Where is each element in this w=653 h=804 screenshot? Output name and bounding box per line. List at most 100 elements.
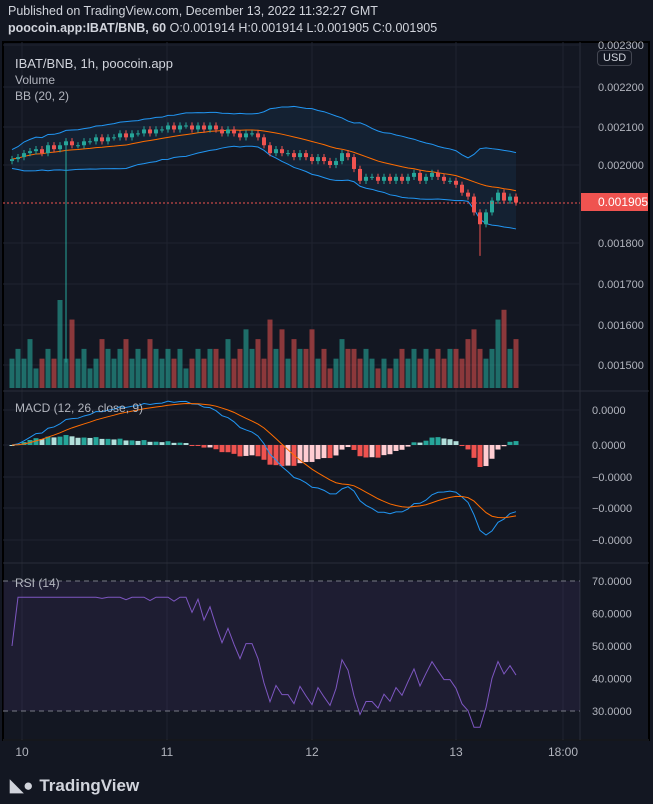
macd-histogram-bar — [375, 445, 381, 458]
macd-histogram-bar — [285, 445, 291, 466]
signal-line — [11, 402, 517, 519]
macd-histogram-bar — [513, 441, 519, 445]
volume-bar — [39, 358, 45, 388]
price-tick-label: 0.002200 — [598, 82, 644, 94]
candle-body — [280, 149, 284, 154]
macd-histogram-bar — [333, 445, 339, 456]
currency-button[interactable]: USD — [597, 50, 633, 66]
volume-bar — [123, 339, 129, 388]
volume-bar — [429, 358, 435, 388]
volume-bar — [87, 368, 93, 388]
macd-legend: MACD (12, 26, close, 9) — [15, 401, 144, 415]
volume-bar — [315, 358, 321, 388]
macd-histogram-bar — [483, 445, 489, 467]
volume-bar — [399, 348, 405, 388]
candle-body — [316, 157, 320, 162]
candle-body — [310, 157, 314, 162]
volume-bar — [27, 339, 33, 388]
macd-histogram-bar — [381, 445, 387, 456]
volume-bar — [417, 358, 423, 388]
candle-body — [244, 133, 248, 138]
volume-bar — [159, 358, 165, 388]
tradingview-logo[interactable]: ◣● TradingView — [10, 776, 139, 796]
macd-histogram-bar — [279, 445, 285, 467]
background — [0, 40, 653, 770]
rsi-tick-label: 70.0000 — [592, 576, 632, 588]
candle-body — [286, 153, 290, 155]
rsi-band — [3, 581, 580, 711]
macd-histogram-bar — [195, 445, 201, 446]
macd-histogram-bar — [105, 438, 111, 445]
rsi-tick-label: 30.0000 — [592, 706, 632, 718]
macd-histogram-bar — [507, 441, 513, 445]
volume-bar — [453, 348, 459, 388]
candle-body — [466, 192, 470, 197]
volume-bar — [231, 358, 237, 388]
candle-body — [196, 125, 200, 130]
macd-histogram-bar — [459, 445, 465, 446]
candle-body — [430, 172, 434, 177]
candle-body — [94, 137, 98, 142]
volume-bar — [93, 358, 99, 388]
volume-bar — [165, 348, 171, 388]
candle-body — [292, 153, 296, 158]
candle-body — [34, 149, 38, 152]
candle-body — [502, 192, 506, 201]
candle-body — [454, 180, 458, 185]
candle-body — [82, 141, 86, 146]
macd-histogram-bar — [225, 445, 231, 453]
candle-body — [202, 125, 206, 130]
volume-bar — [513, 339, 519, 388]
macd-histogram-bar — [51, 437, 57, 445]
volume-bar — [465, 339, 471, 388]
volume-bar — [117, 348, 123, 388]
volume-bar — [171, 358, 177, 388]
macd-histogram-bar — [345, 445, 351, 448]
candle-body — [106, 137, 110, 142]
candle-body — [160, 129, 164, 131]
candle-body — [208, 125, 212, 130]
candle-body — [256, 133, 260, 138]
volume-bar — [435, 348, 441, 388]
volume-bar — [147, 339, 153, 388]
macd-histogram-bar — [147, 441, 153, 445]
time-tick-label: 10 — [15, 745, 29, 759]
candle-body — [184, 125, 188, 127]
published-line: Published on TradingView.com, December 1… — [8, 4, 378, 18]
volume-bar — [321, 348, 327, 388]
macd-histogram-bar — [183, 443, 189, 445]
macd-histogram-bar — [81, 437, 87, 445]
volume-bar — [129, 358, 135, 388]
candle-body — [226, 129, 230, 134]
chart-area[interactable]: 0.002300 0.002200 0.002100 0.002000 0.001800… — [0, 40, 653, 770]
macd-histogram-bar — [75, 437, 81, 445]
bb-lower — [11, 145, 517, 230]
candle-body — [172, 125, 176, 130]
candle-body — [478, 212, 482, 225]
macd-histogram-bar — [471, 445, 477, 458]
candle-body — [400, 176, 404, 181]
volume-bar — [405, 358, 411, 388]
macd-histogram-bar — [369, 445, 375, 458]
volume-bar — [51, 358, 57, 388]
macd-line — [11, 400, 517, 536]
volume-bar — [381, 358, 387, 388]
time-tick-label: 13 — [449, 745, 463, 759]
volume-bar — [303, 348, 309, 388]
macd-tick-label: −0.0000 — [592, 503, 632, 515]
candle-body — [250, 133, 254, 135]
macd-tick-label: 0.0000 — [592, 440, 626, 452]
candle-body — [232, 129, 236, 134]
macd-histogram-bar — [363, 445, 369, 458]
volume-bar — [285, 358, 291, 388]
macd-histogram-bar — [321, 445, 327, 459]
volume-bar — [201, 358, 207, 388]
macd-histogram-bar — [309, 445, 315, 462]
volume-bar — [333, 358, 339, 388]
volume-bar — [393, 358, 399, 388]
price-tick-label: 0.002100 — [598, 122, 644, 134]
candle-body — [64, 141, 68, 146]
macd-histogram-bar — [435, 437, 441, 445]
volume-bar — [57, 300, 63, 388]
macd-histogram-bar — [135, 440, 141, 445]
